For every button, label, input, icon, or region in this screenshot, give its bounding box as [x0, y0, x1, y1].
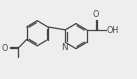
Text: O: O: [2, 44, 8, 53]
Text: O: O: [93, 10, 99, 19]
Text: N: N: [61, 43, 68, 52]
Text: OH: OH: [107, 26, 119, 35]
